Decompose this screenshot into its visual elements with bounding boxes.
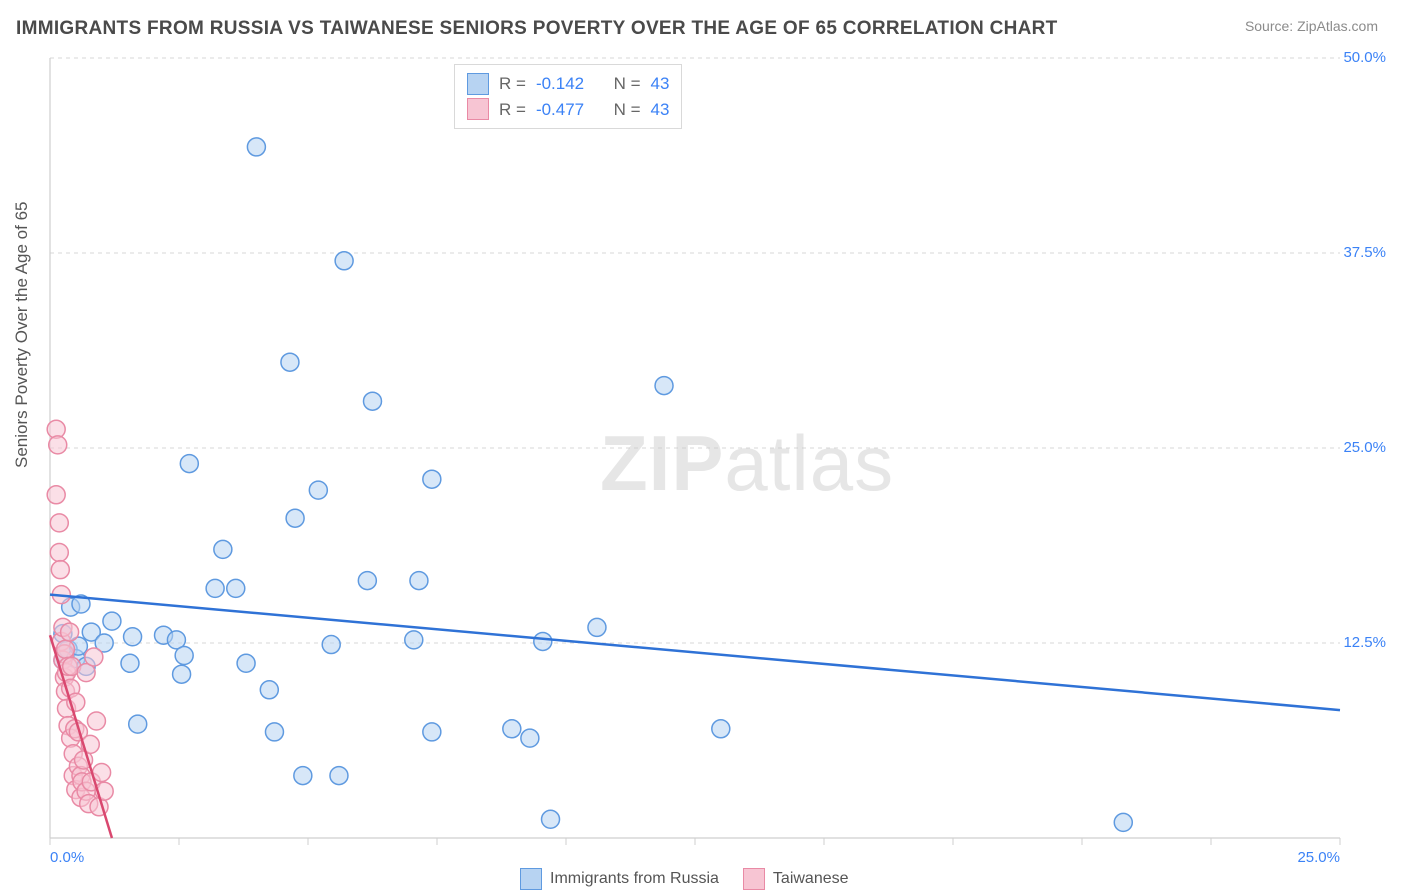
y-tick-label: 12.5% xyxy=(1343,634,1386,651)
source-label: Source: ZipAtlas.com xyxy=(1245,18,1378,34)
legend-correlation: R = -0.142 N = 43R = -0.477 N = 43 xyxy=(454,64,682,129)
legend-row: R = -0.477 N = 43 xyxy=(467,97,669,123)
legend-series: Immigrants from Russia Taiwanese xyxy=(520,868,849,890)
y-axis-label: Seniors Poverty Over the Age of 65 xyxy=(12,202,32,468)
svg-text:25.0%: 25.0% xyxy=(1297,849,1340,866)
y-tick-label: 25.0% xyxy=(1343,439,1386,456)
y-tick-label: 50.0% xyxy=(1343,49,1386,66)
scatter-plot: 0.0% 25.0% xyxy=(0,48,1406,868)
y-tick-label: 37.5% xyxy=(1343,244,1386,261)
legend-item: Taiwanese xyxy=(743,868,849,890)
legend-row: R = -0.142 N = 43 xyxy=(467,71,669,97)
chart-container: Seniors Poverty Over the Age of 65 ZIPat… xyxy=(0,48,1406,892)
chart-title: IMMIGRANTS FROM RUSSIA VS TAIWANESE SENI… xyxy=(16,18,1058,40)
svg-text:0.0%: 0.0% xyxy=(50,849,84,866)
legend-item: Immigrants from Russia xyxy=(520,868,719,890)
